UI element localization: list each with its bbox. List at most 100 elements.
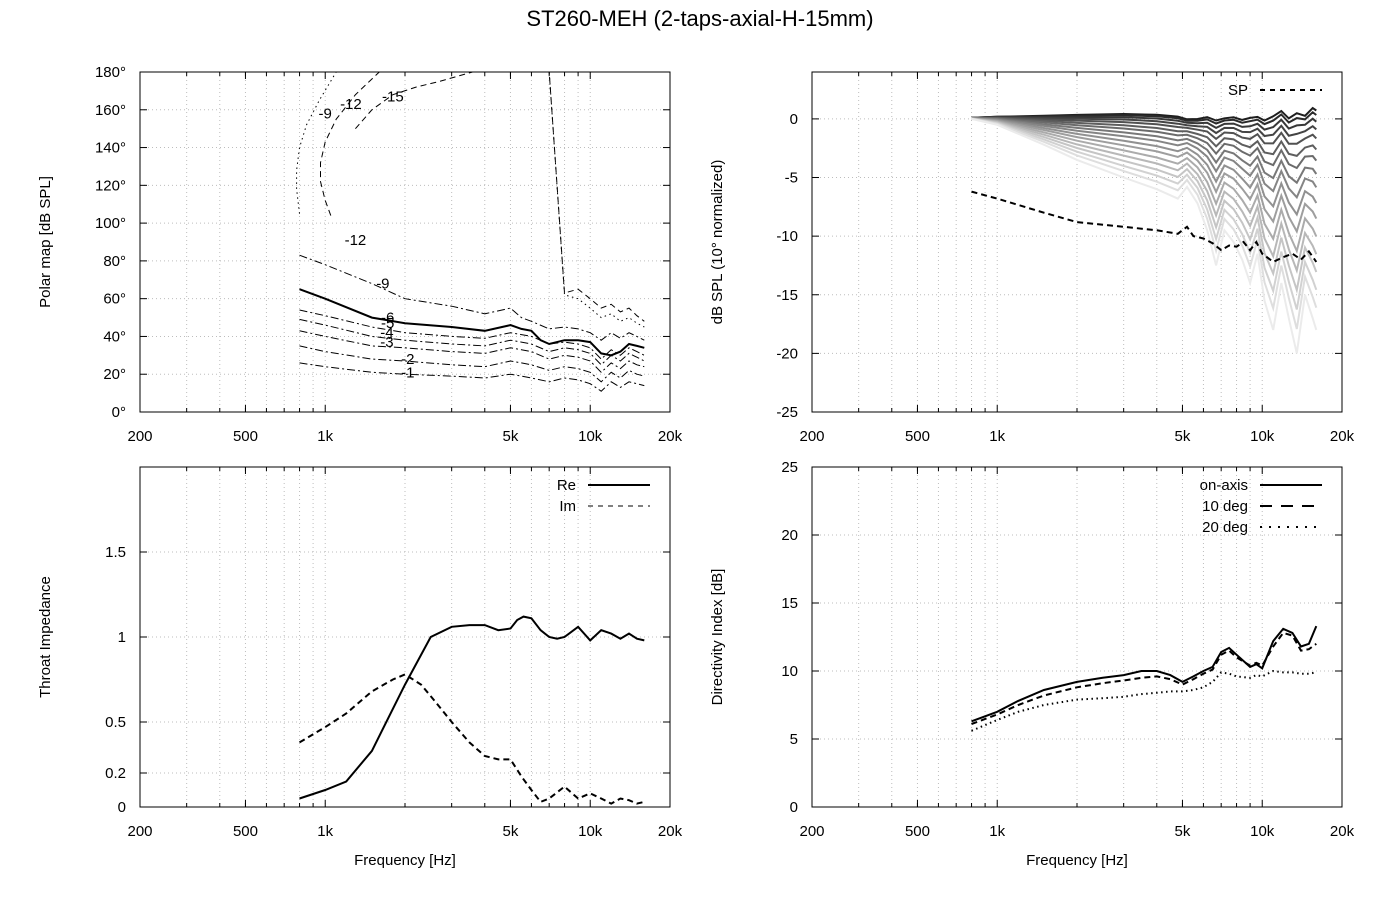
normalized-ytick-label: -5 [785, 170, 798, 187]
impedance-ylabel: Throat Impedance [37, 576, 54, 698]
directivity-ytick-label: 10 [781, 663, 798, 680]
polar-contour-label: -2 [401, 351, 414, 368]
directivity-legend-label: 20 deg [1202, 519, 1248, 536]
normalized-curve-12 [971, 117, 1318, 255]
impedance-ytick-label: 0.2 [105, 765, 126, 782]
polar-contour-label: -15 [382, 89, 404, 106]
polar-contour-label: -9 [319, 106, 332, 123]
impedance-ytick-label: 1 [118, 629, 126, 646]
directivity-ytick-label: 5 [790, 731, 798, 748]
directivity-series-onaxis-line [971, 625, 1318, 723]
directivity-ytick-label: 25 [781, 459, 798, 476]
polar-series-6-line [299, 288, 645, 357]
impedance-xtick-label: 20k [658, 823, 683, 840]
impedance-frame [139, 466, 671, 808]
directivity-xtick-label: 20k [1330, 823, 1355, 840]
polar-ytick-label: 40° [103, 328, 126, 345]
impedance-xtick-label: 5k [503, 823, 519, 840]
directivity-xtick-label: 500 [905, 823, 930, 840]
polar-contour-label: -9 [376, 276, 389, 293]
normalized-xtick-label: 500 [905, 428, 930, 445]
normalized-ytick-label: -20 [776, 345, 798, 362]
normalized-xtick-label: 200 [799, 428, 824, 445]
normalized-curve-10 [971, 117, 1318, 217]
polar-contour-label: -5 [381, 315, 394, 332]
directivity-legend-label: on-axis [1200, 477, 1248, 494]
directivity-ytick-label: 15 [781, 595, 798, 612]
polar-ytick-label: 80° [103, 253, 126, 270]
polar-ytick-label: 120° [95, 177, 126, 194]
normalized-curve-16 [971, 117, 1318, 330]
polar-ytick-label: 0° [112, 404, 126, 421]
impedance-xtick-label: 500 [233, 823, 258, 840]
polar-contour-label: -12 [340, 96, 362, 113]
polar-xtick-label: 200 [127, 428, 152, 445]
directivity-xlabel: Frequency [Hz] [1026, 852, 1128, 869]
impedance-xtick-label: 1k [317, 823, 333, 840]
polar-contour-label: -6 [381, 310, 394, 327]
polar-ytick-label: 160° [95, 102, 126, 119]
normalized-ytick-label: -25 [776, 404, 798, 421]
normalized-frame [811, 71, 1343, 413]
polar-panel: 0° 20° 40° 60° 80° 100° 120° 140° 160° 180° 200 500… [37, 64, 683, 445]
normalized-curve-7 [971, 117, 1318, 170]
normalized-curve-9 [971, 117, 1318, 200]
directivity-series-10deg-line [971, 631, 1317, 725]
directivity-xtick-label: 5k [1175, 823, 1191, 840]
directivity-ytick-label: 0 [790, 799, 798, 816]
impedance-ytick-label: 0.5 [105, 714, 126, 731]
normalized-curve-11 [971, 117, 1318, 234]
polar-series-4-line [299, 318, 645, 366]
impedance-legend-label: Re [557, 477, 576, 494]
normalized-series-SP-line [971, 190, 1318, 264]
directivity-legend-label: 10 deg [1202, 498, 1248, 515]
polar-plot-area [296, 72, 645, 392]
normalized-curve-2 [971, 111, 1317, 126]
impedance-series-Im-line [298, 673, 645, 805]
polar-ytick-label: 140° [95, 140, 126, 157]
directivity-xtick-label: 200 [799, 823, 824, 840]
normalized-ytick-label: -10 [776, 228, 798, 245]
polar-series-1-line [299, 362, 645, 392]
normalized-curve-5 [971, 116, 1318, 145]
polar-xtick-label: 5k [503, 428, 519, 445]
impedance-ytick-label: 1.5 [105, 544, 126, 561]
normalized-curve-14 [971, 117, 1318, 294]
polar-series-9-line [299, 254, 645, 341]
directivity-xtick-label: 10k [1250, 823, 1275, 840]
directivity-plot-area [971, 625, 1318, 732]
impedance-panel: 0 0.2 0.5 1 1.5 200 500 1k 5k 10k 20k Throat Impeda… [37, 466, 683, 869]
normalized-xtick-label: 10k [1250, 428, 1275, 445]
normalized-ytick-label: -15 [776, 287, 798, 304]
normalized-curve-6 [971, 116, 1318, 158]
impedance-legend-label: Im [559, 498, 576, 515]
directivity-panel: 0 5 10 15 20 25 200 500 1k 5k 10k 20k Directivity In… [709, 459, 1355, 869]
polar-ylabel: Polar map [dB SPL] [37, 176, 54, 308]
impedance-xtick-label: 10k [578, 823, 603, 840]
polar-contour-label: -3 [380, 334, 393, 351]
normalized-ytick-label: 0 [790, 111, 798, 128]
impedance-xtick-label: 200 [127, 823, 152, 840]
figure-title: ST260-MEH (2-taps-axial-H-15mm) [526, 6, 874, 31]
polar-contour-label: -12 [345, 232, 367, 249]
polar-ytick-label: 180° [95, 64, 126, 81]
normalized-curve-13 [971, 117, 1318, 275]
directivity-xtick-label: 1k [989, 823, 1005, 840]
normalized-xtick-label: 20k [1330, 428, 1355, 445]
polar-ytick-label: 60° [103, 291, 126, 308]
polar-xtick-label: 500 [233, 428, 258, 445]
polar-contour-label: -4 [380, 325, 393, 342]
polar-series-12-line [320, 72, 645, 322]
polar-series-9-line [296, 72, 645, 328]
normalized-ylabel: dB SPL (10° normalized) [709, 160, 726, 325]
normalized-curve-8 [971, 117, 1318, 185]
impedance-series-Re-line [299, 615, 645, 800]
normalized-curve-4 [971, 116, 1317, 138]
impedance-ytick-label: 0 [118, 799, 126, 816]
directivity-ylabel: Directivity Index [dB] [709, 569, 726, 706]
polar-series-3-line [299, 330, 645, 374]
impedance-xlabel: Frequency [Hz] [354, 852, 456, 869]
normalized-xtick-label: 1k [989, 428, 1005, 445]
